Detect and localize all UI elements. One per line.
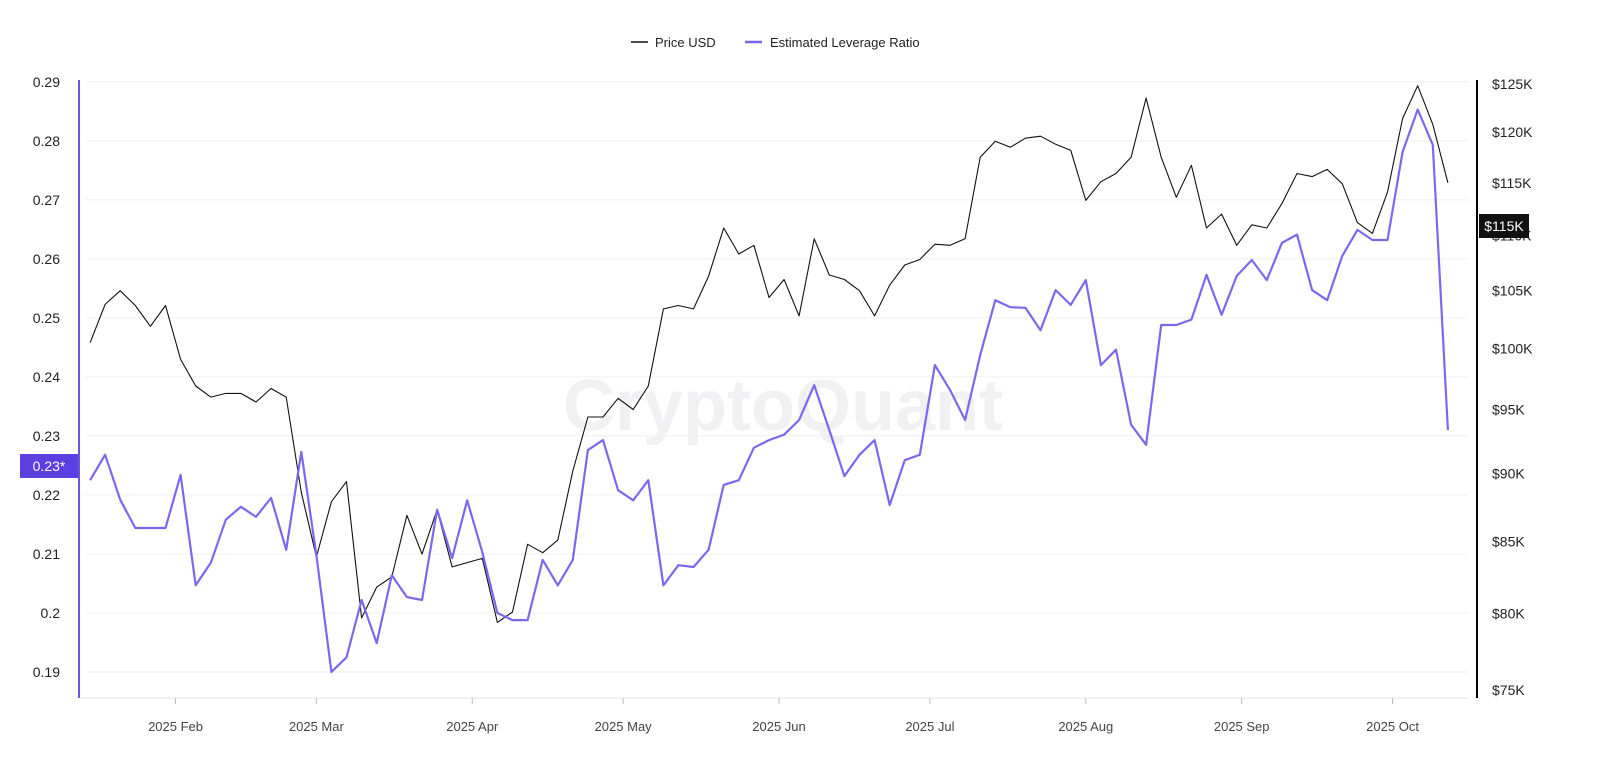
left-current-value-badge: 0.23* [20, 454, 78, 478]
right-tick-label: $125K [1492, 76, 1533, 92]
x-tick-label: 2025 May [595, 719, 653, 734]
x-tick-label: 2025 Aug [1058, 719, 1113, 734]
right-tick-label: $100K [1492, 341, 1533, 357]
x-tick-label: 2025 Apr [446, 719, 499, 734]
left-tick-label: 0.25 [33, 310, 60, 326]
price-usd-line [89, 85, 1449, 623]
right-tick-label: $95K [1492, 402, 1525, 418]
right-tick-label: $80K [1492, 605, 1525, 621]
legend: Price USD Estimated Leverage Ratio [631, 35, 920, 50]
right-tick-label: $90K [1492, 466, 1525, 482]
x-axis-ticks: 2025 Feb 2025 Mar 2025 Apr 2025 May 2025 Jun… [148, 698, 1419, 734]
left-tick-label: 0.21 [33, 546, 60, 562]
left-tick-label: 0.2 [41, 605, 61, 621]
left-tick-label: 0.27 [33, 192, 60, 208]
legend-leverage-label: Estimated Leverage Ratio [770, 35, 920, 50]
right-tick-label: $105K [1492, 283, 1533, 299]
left-current-value-label: 0.23* [33, 458, 66, 474]
watermark: CryptoQuant [563, 366, 1003, 446]
right-tick-label: $75K [1492, 682, 1525, 698]
x-tick-label: 2025 Oct [1366, 719, 1419, 734]
estimated-leverage-ratio-line [89, 108, 1449, 674]
right-axis-ticks: $125K$120K$115K$110K$105K$100K$95K$90K$8… [1492, 76, 1533, 698]
right-current-value-label: $115K [1484, 218, 1524, 234]
left-tick-label: 0.22 [33, 487, 60, 503]
right-tick-label: $115K [1492, 175, 1532, 191]
left-tick-label: 0.28 [33, 133, 60, 149]
right-tick-label: $85K [1492, 534, 1525, 550]
legend-item-price[interactable]: Price USD [631, 35, 716, 50]
left-tick-label: 0.26 [33, 251, 60, 267]
right-current-value-badge: $115K [1479, 214, 1529, 238]
x-tick-label: 2025 Feb [148, 719, 203, 734]
right-tick-label: $120K [1492, 124, 1533, 140]
legend-item-leverage[interactable]: Estimated Leverage Ratio [745, 35, 920, 50]
left-axis-ticks: 0.29 0.28 0.27 0.26 0.25 0.24 0.23 0.22 0.21 0.2 0… [33, 74, 60, 680]
left-tick-label: 0.24 [33, 369, 60, 385]
left-tick-label: 0.19 [33, 664, 60, 680]
legend-price-label: Price USD [655, 35, 716, 50]
x-tick-label: 2025 Mar [289, 719, 345, 734]
x-tick-label: 2025 Jul [905, 719, 954, 734]
x-tick-label: 2025 Jun [752, 719, 806, 734]
left-tick-label: 0.29 [33, 74, 60, 90]
x-tick-label: 2025 Sep [1214, 719, 1270, 734]
left-tick-label: 0.23 [33, 428, 60, 444]
